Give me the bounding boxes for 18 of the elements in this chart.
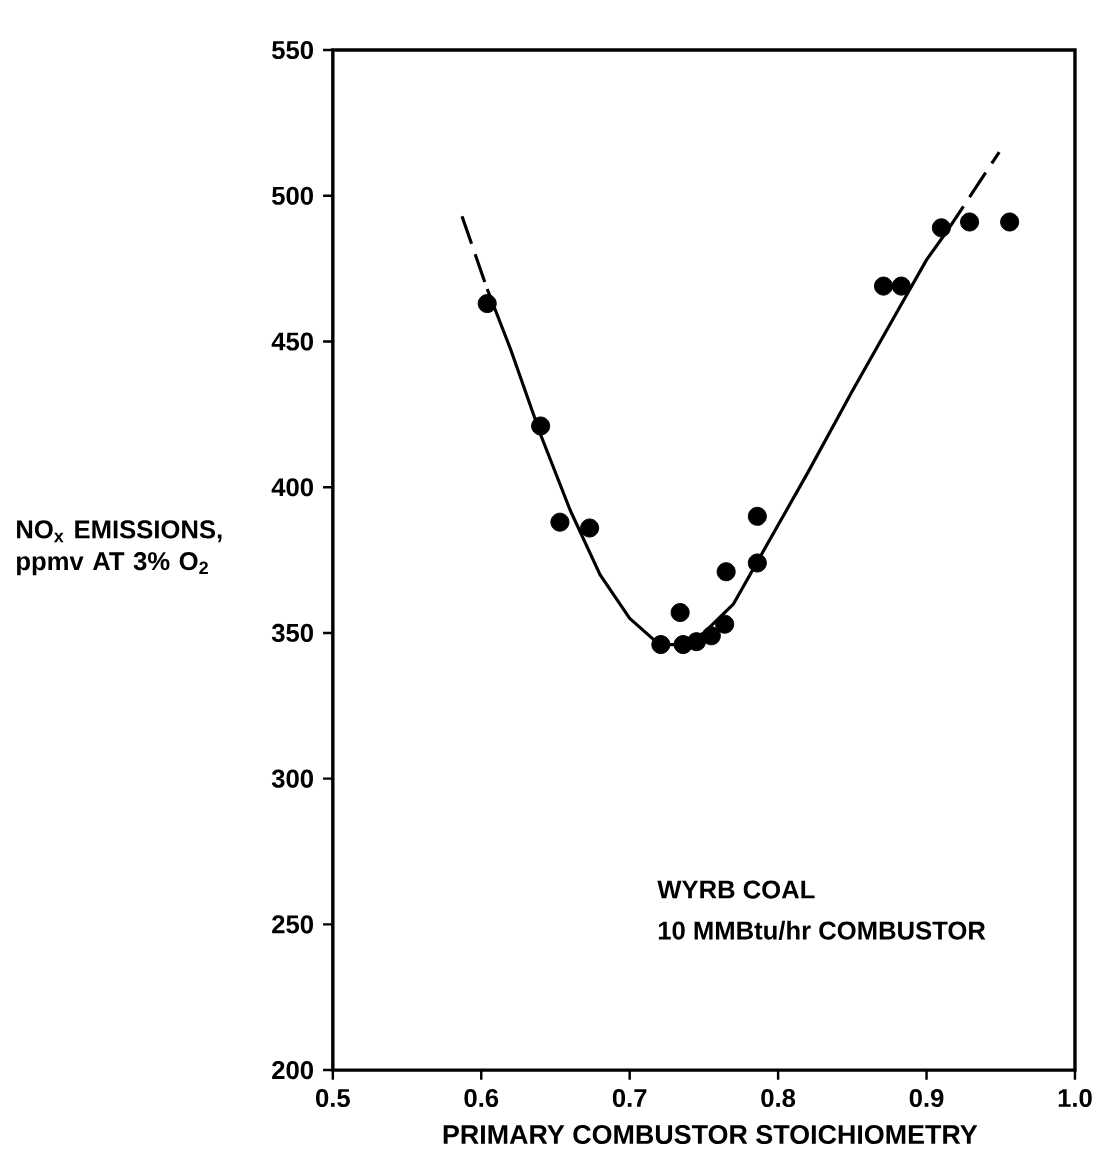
x-tick-label: 0.6 bbox=[464, 1088, 499, 1108]
annotation: WYRB COAL bbox=[657, 880, 815, 899]
y-tick-label: 250 bbox=[272, 915, 314, 934]
x-tick-label: 1.0 bbox=[1058, 1088, 1092, 1108]
y-axis-title: NO$_{x}$ EMISSIONS, ppmv AT 3% O$_{2}$ bbox=[17, 520, 222, 576]
y-tick-label: 500 bbox=[272, 186, 314, 205]
y-tick-label: 550 bbox=[272, 40, 314, 60]
x-axis-title: PRIMARY COMBUSTOR STOICHIOMETRY bbox=[443, 1125, 978, 1145]
annotation: 10 MMBtu/hr COMBUSTOR bbox=[659, 920, 986, 940]
y-tick-label: 400 bbox=[271, 478, 314, 497]
x-tick-label: 0.8 bbox=[761, 1088, 796, 1108]
x-tick-label: 0.5 bbox=[316, 1088, 351, 1108]
y-tick-label: 350 bbox=[271, 623, 314, 643]
x-tick-label: 0.9 bbox=[909, 1088, 944, 1108]
x-tick-label: 0.7 bbox=[612, 1088, 647, 1108]
y-tick-label: 300 bbox=[271, 769, 314, 788]
y-tick-label: 200 bbox=[272, 1061, 314, 1080]
y-tick-label: 450 bbox=[271, 332, 314, 351]
